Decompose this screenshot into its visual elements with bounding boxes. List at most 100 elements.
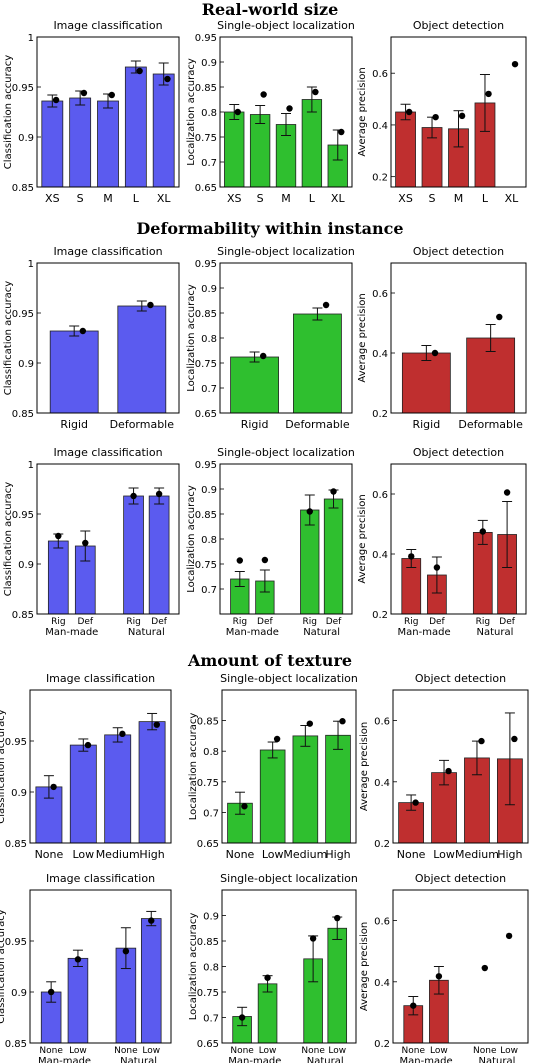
chart-title: Single-object localization (217, 446, 355, 459)
data-point (74, 956, 82, 963)
x-tick-label: XS (398, 192, 413, 205)
bar (293, 313, 342, 414)
bar (224, 111, 245, 188)
bar (230, 356, 279, 414)
y-axis-label: Classification accuracy (3, 55, 14, 170)
x-tick-label: S (429, 192, 436, 205)
chart-panel: Object detection Average precision 0.2 0.4 0… (357, 19, 527, 205)
axes-frame (36, 262, 180, 414)
data-point (260, 352, 267, 360)
data-point (412, 799, 419, 806)
x-tick-label: Def (77, 617, 93, 627)
data-point (153, 721, 160, 728)
data-point (433, 564, 441, 571)
data-point (478, 737, 485, 745)
chart-title: Image classification (53, 19, 162, 32)
y-tick-label: 0.4 (374, 978, 390, 989)
x-tick-label: Def (151, 617, 167, 627)
y-tick-label: 0.2 (372, 173, 388, 184)
group-label: Man-made (400, 1056, 453, 1063)
y-axis-label: Average precision (357, 494, 368, 583)
y-tick-label: 0.9 (11, 988, 27, 999)
y-axis-label: Localization accuracy (188, 913, 199, 1021)
y-tick-label: 0.8 (203, 747, 219, 758)
chart-title: Single-object localization (220, 672, 358, 685)
chart-panel: Single-object localization Localization a… (188, 672, 358, 861)
y-axis-label: Classification accuracy (3, 482, 14, 597)
y-tick-label: 1 (28, 33, 34, 44)
data-point (80, 89, 88, 97)
x-tick-label: Low (430, 1046, 448, 1056)
x-tick-label: Rigid (60, 418, 88, 431)
chart-panel: Image classification Classification accur… (3, 19, 180, 205)
x-tick-label: XL (157, 192, 172, 205)
bar (227, 802, 253, 844)
axes-frame (29, 689, 172, 844)
x-tick-label: S (77, 192, 84, 205)
y-tick-label: 0.4 (374, 778, 390, 789)
x-tick-label: Rig (476, 617, 490, 627)
x-tick-label: S (257, 192, 264, 205)
y-tick-label: 0.95 (195, 33, 217, 44)
bar (97, 100, 119, 188)
x-tick-label: Low (433, 848, 455, 861)
axes-frame (390, 463, 527, 615)
y-tick-label: 0.75 (195, 560, 217, 571)
data-point (410, 1002, 417, 1009)
y-tick-label: 0.8 (201, 108, 217, 119)
x-tick-label: Rig (303, 617, 317, 627)
data-point (435, 973, 443, 980)
y-tick-label: 0.9 (201, 485, 217, 496)
y-tick-label: 0.9 (201, 58, 217, 69)
bar (301, 99, 323, 188)
data-point (273, 735, 281, 743)
bar (123, 495, 144, 615)
data-point (136, 67, 143, 75)
y-tick-label: 0.95 (5, 737, 27, 748)
y-tick-label: 0.7 (201, 384, 217, 395)
section-title-texture: Amount of texture (187, 651, 353, 670)
x-tick-label: None (226, 848, 255, 861)
bar (47, 540, 69, 615)
y-axis-label: Classification accuracy (0, 909, 7, 1024)
axes-frame (219, 463, 353, 615)
axes-frame (219, 262, 353, 414)
x-tick-label: None (402, 1046, 426, 1056)
data-point (82, 539, 89, 547)
x-tick-label: Medium (455, 848, 499, 861)
data-point (260, 91, 267, 98)
group-label: Natural (479, 1056, 516, 1063)
group-label: Natural (477, 627, 514, 638)
chart-title: Image classification (46, 872, 155, 885)
y-tick-label: 0.85 (197, 717, 219, 728)
data-point (84, 741, 92, 749)
y-tick-label: 0.85 (195, 510, 217, 521)
data-point (503, 489, 511, 496)
data-point (322, 301, 330, 309)
y-tick-label: 0.7 (203, 1014, 219, 1025)
y-tick-label: 0.9 (18, 560, 34, 571)
axes-frame (29, 889, 172, 1044)
x-tick-label: None (114, 1046, 138, 1056)
data-point (108, 91, 115, 99)
y-tick-label: 0.7 (201, 585, 217, 596)
data-point (338, 128, 345, 136)
chart-panel: Image classification Classification accur… (3, 446, 180, 638)
data-point (408, 553, 415, 560)
chart-title: Object detection (413, 19, 504, 32)
axes-frame (221, 689, 357, 844)
chart-title: Image classification (53, 446, 162, 459)
y-tick-label: 0.85 (12, 183, 34, 194)
x-tick-label: XL (505, 192, 520, 205)
data-point (431, 349, 439, 357)
y-tick-label: 0.75 (195, 133, 217, 144)
data-point (119, 730, 126, 738)
data-point (122, 948, 130, 955)
bar (325, 734, 351, 844)
y-tick-label: 0.9 (18, 133, 34, 144)
bar (69, 744, 97, 844)
group-label: Man-made (228, 1056, 281, 1063)
y-tick-label: 0.6 (374, 917, 390, 928)
y-tick-label: 0.4 (372, 349, 388, 360)
